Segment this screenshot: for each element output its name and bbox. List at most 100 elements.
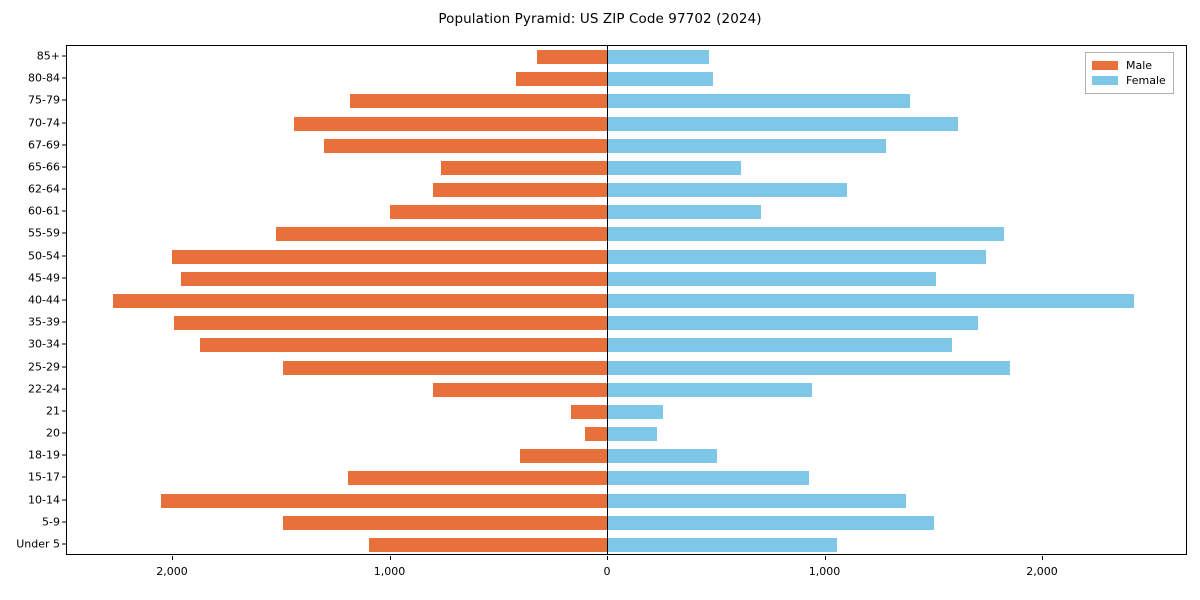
x-tick-mark (172, 556, 173, 560)
y-tick-mark (62, 299, 66, 301)
bar-female-5-9 (608, 515, 935, 530)
bar-female-80-84 (608, 72, 714, 87)
bar-female-10-14 (608, 493, 906, 508)
bar-male-62-64 (433, 183, 607, 198)
legend-item[interactable]: Male (1092, 58, 1166, 73)
x-tick-label: 2,000 (156, 565, 188, 578)
y-tick-mark (62, 321, 66, 323)
y-tick-label: 10-14 (28, 493, 60, 507)
bar-male-55-59 (276, 227, 607, 242)
legend-label: Male (1126, 59, 1153, 72)
y-tick-mark (62, 521, 66, 523)
bar-female-55-59 (608, 227, 1004, 242)
x-tick-label: 2,000 (1026, 565, 1058, 578)
bar-male-22-24 (433, 382, 607, 397)
pyramid-row (67, 90, 1186, 112)
bar-male-15-17 (348, 471, 607, 486)
y-tick-mark (62, 476, 66, 478)
y-tick-mark (62, 388, 66, 390)
y-tick-label: 5-9 (42, 515, 60, 529)
x-tick-label: 1,000 (808, 565, 841, 578)
bar-male-10-14 (161, 493, 607, 508)
y-tick-label: Under 5 (16, 537, 60, 551)
pyramid-row (67, 312, 1186, 334)
y-tick-label: 67-69 (28, 138, 60, 152)
bar-male-under-5 (368, 537, 607, 552)
bar-female-15-17 (608, 471, 810, 486)
legend-item[interactable]: Female (1092, 73, 1166, 88)
bar-male-65-66 (440, 160, 607, 175)
y-tick-label: 40-44 (28, 293, 60, 307)
y-tick-label: 22-24 (28, 382, 60, 396)
y-tick-mark (62, 55, 66, 57)
bar-male-60-61 (389, 205, 607, 220)
y-tick-label: 80-84 (28, 71, 60, 85)
bar-male-70-74 (293, 116, 607, 131)
y-tick-label: 35-39 (28, 315, 60, 329)
y-tick-label: 30-34 (28, 337, 60, 351)
pyramid-row (67, 201, 1186, 223)
bar-female-21 (608, 404, 664, 419)
y-tick-label: 45-49 (28, 271, 60, 285)
bar-female-25-29 (608, 360, 1011, 375)
y-tick-label: 18-19 (28, 448, 60, 462)
y-tick-label: 65-66 (28, 160, 60, 174)
pyramid-row (67, 379, 1186, 401)
pyramid-row (67, 290, 1186, 312)
bar-female-under-5 (608, 537, 838, 552)
y-tick-mark (62, 255, 66, 257)
y-tick-label: 55-59 (28, 226, 60, 240)
pyramid-row (67, 423, 1186, 445)
y-axis-tick-labels: 85+ 80-84 75-79 70-74 67-69 65-66 62-64 60-61 55… (0, 45, 60, 555)
pyramid-row (67, 445, 1186, 467)
y-tick-mark (62, 144, 66, 146)
bar-male-67-69 (324, 138, 607, 153)
pyramid-row (67, 512, 1186, 534)
pyramid-row (67, 268, 1186, 290)
bar-female-60-61 (608, 205, 762, 220)
x-axis-tick-labels: 2,000 1,000 0 1,000 2,000 (0, 556, 1200, 586)
y-tick-label: 15-17 (28, 470, 60, 484)
y-tick-mark (62, 99, 66, 101)
y-tick-mark (62, 77, 66, 79)
bar-female-50-54 (608, 249, 987, 264)
bar-male-80-84 (515, 72, 607, 87)
bar-male-45-49 (180, 271, 607, 286)
x-tick-label: 1,000 (373, 565, 406, 578)
pyramid-row (67, 246, 1186, 268)
y-tick-mark (62, 122, 66, 124)
y-tick-mark (62, 277, 66, 279)
pyramid-row (67, 179, 1186, 201)
pyramid-row (67, 46, 1186, 68)
y-tick-mark (62, 543, 66, 545)
bar-male-5-9 (282, 515, 607, 530)
pyramid-row (67, 489, 1186, 511)
y-tick-mark (62, 366, 66, 368)
x-tick-mark (1042, 556, 1043, 560)
pyramid-row (67, 68, 1186, 90)
chart-legend[interactable]: Male Female (1085, 52, 1174, 94)
pyramid-row (67, 534, 1186, 556)
y-tick-label: 70-74 (28, 116, 60, 130)
x-tick-mark (389, 556, 391, 560)
bar-female-20 (608, 427, 657, 442)
bar-female-30-34 (608, 338, 952, 353)
bar-male-30-34 (200, 338, 607, 353)
bar-male-35-39 (174, 316, 607, 331)
pyramid-row (67, 401, 1186, 423)
y-tick-label: 25-29 (28, 360, 60, 374)
pyramid-row (67, 223, 1186, 245)
y-tick-mark (62, 232, 66, 234)
bar-male-18-19 (520, 449, 607, 464)
bar-female-70-74 (608, 116, 959, 131)
bar-female-67-69 (608, 138, 887, 153)
plot-area (66, 45, 1187, 555)
pyramid-row (67, 157, 1186, 179)
bar-female-40-44 (608, 293, 1135, 308)
y-tick-mark (62, 410, 66, 412)
y-tick-label: 50-54 (28, 249, 60, 263)
pyramid-row (67, 334, 1186, 356)
y-tick-label: 62-64 (28, 182, 60, 196)
y-tick-mark (62, 499, 66, 501)
